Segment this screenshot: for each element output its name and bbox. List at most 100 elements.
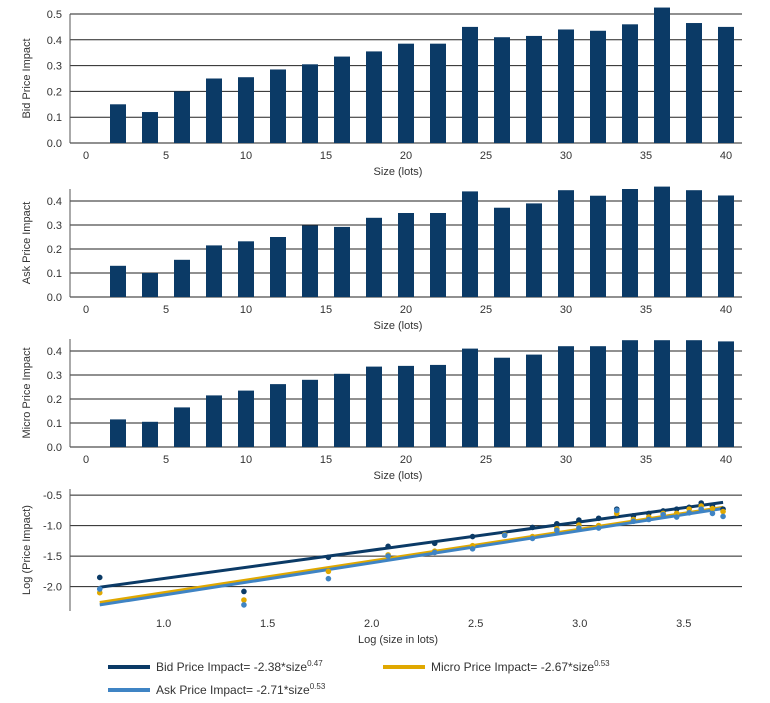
y-tick-label: 0.0 bbox=[47, 292, 62, 304]
x-axis-label: Size (lots) bbox=[374, 166, 423, 178]
bar bbox=[622, 189, 638, 297]
bar bbox=[302, 379, 318, 447]
y-axis-label: Bid Price Impact bbox=[21, 38, 33, 118]
bar bbox=[590, 30, 606, 143]
bar bbox=[238, 77, 254, 143]
x-tick-label: 5 bbox=[163, 304, 169, 316]
x-tick-label: 5 bbox=[163, 454, 169, 466]
scatter-point bbox=[241, 597, 247, 603]
bar bbox=[494, 207, 510, 297]
scatter-point bbox=[385, 543, 391, 550]
bar bbox=[590, 195, 606, 297]
bar bbox=[526, 35, 542, 143]
chart-legend: Bid Price Impact= -2.38*size0.47 Micro P… bbox=[108, 659, 610, 697]
scatter-point bbox=[529, 524, 536, 531]
scatter-point bbox=[660, 511, 666, 518]
log-price-impact-chart: -2.0 -1.5 -1.0 -0.5 1.0 1.5 2.0 2.5 3.0 3.5 Log (s… bbox=[21, 489, 742, 646]
bar bbox=[366, 51, 382, 143]
x-tick-label: 3.0 bbox=[572, 618, 587, 630]
y-tick-label: 0.4 bbox=[47, 346, 62, 358]
scatter-point bbox=[325, 554, 332, 561]
bar bbox=[558, 190, 574, 297]
x-tick-label: 30 bbox=[560, 150, 572, 162]
scatter-point bbox=[630, 518, 637, 525]
bar bbox=[718, 195, 734, 297]
bar bbox=[366, 217, 382, 297]
bar bbox=[366, 366, 382, 447]
scatter-point bbox=[720, 513, 726, 520]
bar bbox=[206, 395, 222, 447]
scatter-point bbox=[431, 549, 438, 556]
y-tick-label: 0.0 bbox=[47, 442, 62, 454]
x-tick-label: 2.0 bbox=[364, 618, 379, 630]
bar bbox=[206, 78, 222, 143]
legend-label-ask: Ask Price Impact= -2.71*size0.53 bbox=[156, 682, 326, 697]
bar bbox=[206, 245, 222, 297]
scatter-point bbox=[595, 515, 602, 522]
scatter-point bbox=[96, 574, 103, 581]
y-tick-label: 0.1 bbox=[47, 268, 62, 280]
bar bbox=[654, 186, 670, 297]
x-tick-label: 2.5 bbox=[468, 618, 483, 630]
bar bbox=[174, 91, 190, 143]
scatter-point bbox=[576, 525, 582, 531]
scatter-point bbox=[673, 514, 680, 520]
y-tick-label: -2.0 bbox=[43, 582, 62, 594]
y-tick-label: -1.5 bbox=[43, 551, 62, 563]
scatter-point bbox=[645, 516, 652, 523]
scatter-point bbox=[501, 532, 508, 539]
bar bbox=[526, 354, 542, 447]
x-tick-label: 40 bbox=[720, 304, 732, 316]
scatter-point bbox=[595, 525, 602, 531]
x-tick-label: 10 bbox=[240, 304, 252, 316]
ask-price-impact-chart: 0.0 0.1 0.2 0.3 0.4 0 5 10 15 20 25 30 35 40 Size (lot… bbox=[21, 186, 742, 332]
bar bbox=[686, 23, 702, 144]
bar bbox=[142, 273, 158, 297]
scatter-point bbox=[241, 602, 247, 608]
bar bbox=[686, 340, 702, 447]
y-tick-label: 0.2 bbox=[47, 86, 62, 98]
bar bbox=[334, 373, 350, 447]
bar bbox=[654, 7, 670, 143]
x-tick-label: 0 bbox=[83, 454, 89, 466]
bar bbox=[110, 265, 126, 297]
bar bbox=[174, 259, 190, 297]
x-tick-label: 20 bbox=[400, 304, 412, 316]
bar bbox=[110, 104, 126, 143]
bar bbox=[398, 43, 414, 143]
bar bbox=[462, 348, 478, 447]
x-tick-label: 40 bbox=[720, 454, 732, 466]
scatter-point bbox=[673, 506, 680, 512]
scatter-point bbox=[698, 506, 705, 512]
x-tick-label: 25 bbox=[480, 304, 492, 316]
scatter-point bbox=[576, 517, 582, 523]
x-tick-label: 30 bbox=[560, 454, 572, 466]
bar bbox=[686, 190, 702, 297]
x-axis-label: Size (lots) bbox=[374, 320, 423, 332]
bar bbox=[718, 341, 734, 447]
y-tick-label: 0.3 bbox=[47, 61, 62, 73]
x-tick-label: 40 bbox=[720, 150, 732, 162]
y-tick-label: 0.2 bbox=[47, 244, 62, 256]
bar bbox=[430, 43, 446, 143]
x-tick-label: 0 bbox=[83, 150, 89, 162]
y-tick-label: 0.3 bbox=[47, 220, 62, 232]
bar bbox=[494, 357, 510, 447]
bar bbox=[718, 26, 734, 143]
scatter-point bbox=[554, 527, 560, 534]
bar bbox=[526, 203, 542, 297]
bid-price-impact-chart: 0.0 0.1 0.2 0.3 0.4 0.5 0 5 10 15 20 25 30 35 40 Size (… bbox=[21, 7, 742, 178]
x-axis-label: Log (size in lots) bbox=[358, 634, 438, 646]
x-tick-label: 15 bbox=[320, 150, 332, 162]
y-tick-label: 0.5 bbox=[47, 9, 62, 21]
bar bbox=[334, 56, 350, 143]
scatter-point bbox=[385, 553, 391, 559]
bar bbox=[398, 213, 414, 297]
x-tick-label: 35 bbox=[640, 304, 652, 316]
scatter-point bbox=[554, 520, 560, 527]
x-tick-label: 10 bbox=[240, 454, 252, 466]
bar bbox=[110, 419, 126, 447]
y-tick-label: -1.0 bbox=[43, 521, 62, 533]
y-tick-label: 0.2 bbox=[47, 394, 62, 406]
x-tick-label: 1.5 bbox=[260, 618, 275, 630]
